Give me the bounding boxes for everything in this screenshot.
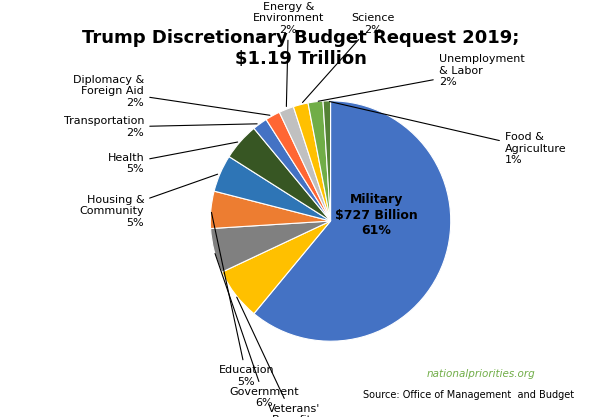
Text: Science
2%: Science 2% (302, 13, 394, 103)
Wedge shape (214, 157, 331, 221)
Text: Military
$727 Billion
61%: Military $727 Billion 61% (335, 193, 418, 236)
Text: nationalpriorities.org: nationalpriorities.org (427, 369, 535, 379)
Text: Energy &
Environment
2%: Energy & Environment 2% (253, 2, 324, 106)
Wedge shape (323, 101, 331, 221)
Text: Trump Discretionary Budget Request 2019;
$1.19 Trillion: Trump Discretionary Budget Request 2019;… (82, 29, 519, 68)
Text: Diplomacy &
Foreign Aid
2%: Diplomacy & Foreign Aid 2% (73, 75, 270, 115)
Text: Housing &
Community
5%: Housing & Community 5% (79, 174, 218, 228)
Text: Veterans'
Benefits
7%: Veterans' Benefits 7% (237, 297, 321, 417)
Text: Health
5%: Health 5% (108, 142, 237, 174)
Wedge shape (222, 221, 331, 314)
Text: Government
6%: Government 6% (215, 254, 299, 409)
Wedge shape (308, 101, 331, 221)
Wedge shape (266, 112, 331, 221)
Wedge shape (293, 103, 331, 221)
Text: Education
5%: Education 5% (212, 212, 274, 387)
Wedge shape (210, 191, 331, 229)
Text: Food &
Agriculture
1%: Food & Agriculture 1% (329, 101, 567, 166)
Wedge shape (254, 120, 331, 221)
Wedge shape (254, 101, 451, 341)
Wedge shape (279, 107, 331, 221)
Text: Transportation
2%: Transportation 2% (64, 116, 257, 138)
Text: Source: Office of Management  and Budget: Source: Office of Management and Budget (363, 390, 575, 400)
Wedge shape (229, 128, 331, 221)
Wedge shape (210, 221, 331, 272)
Text: Unemployment
& Labor
2%: Unemployment & Labor 2% (318, 54, 525, 101)
